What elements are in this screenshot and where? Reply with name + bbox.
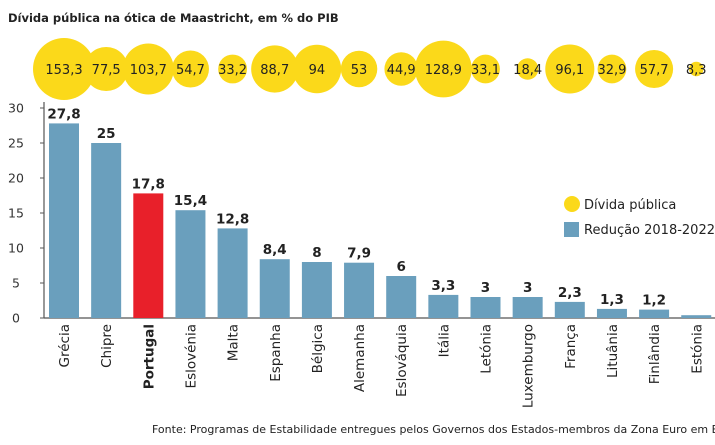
bar	[681, 315, 712, 318]
debt-bubble-label: 32,9	[597, 63, 626, 78]
chart-title: Dívida pública na ótica de Maastricht, e…	[8, 11, 339, 25]
x-tick-label: Estónia	[689, 324, 705, 374]
debt-bubble	[516, 58, 539, 80]
bar	[554, 301, 585, 318]
x-tick-label: Portugal	[141, 324, 157, 389]
debt-bubble-label: 57,7	[640, 63, 669, 78]
bar-value-label: 8	[312, 245, 321, 261]
bar	[512, 297, 543, 318]
bar	[386, 276, 417, 318]
x-tick-label: Eslováquia	[394, 324, 410, 397]
x-tick-label: Letónia	[479, 324, 495, 374]
debt-bubble	[251, 45, 299, 93]
debt-bubble	[84, 46, 129, 92]
legend-circle-marker	[564, 196, 580, 212]
debt-bubble	[635, 49, 674, 89]
bar-value-label: 1,2	[642, 293, 666, 309]
debt-bubble	[171, 50, 209, 88]
debt-bubble	[218, 54, 248, 84]
debt-bubble-label: 54,7	[176, 63, 205, 78]
legend-label-debt: Dívida pública	[584, 198, 676, 213]
source-note: Fonte: Programas de Estabilidade entregu…	[152, 423, 715, 436]
x-axis-labels: Grécia Chipre Portugal Eslovénia Malta Espanh…	[57, 324, 705, 408]
bar-value-label: 27,8	[47, 106, 80, 122]
y-tick-label: 0	[12, 311, 20, 326]
debt-bubble-label: 33,2	[218, 63, 247, 78]
x-tick-label: Eslovénia	[183, 324, 199, 388]
bar-value-label: 3	[481, 280, 490, 296]
debt-bubble	[340, 50, 378, 88]
debt-bubble	[292, 44, 342, 94]
bar	[259, 259, 290, 318]
bar	[470, 297, 501, 318]
bars-layer: 27,8 25 17,8 15,4 12,8 8,4 8 7,9 6 3,3 3 3 2,3 1,3 1,2	[47, 106, 712, 319]
y-tick-label: 10	[8, 241, 24, 256]
bar-value-label: 3,3	[431, 278, 455, 294]
debt-bubble	[597, 54, 627, 84]
bar	[596, 308, 627, 318]
debt-bubble-label: 153,3	[45, 63, 82, 78]
debt-bubble-label: 77,5	[92, 63, 121, 78]
x-tick-label: Itália	[436, 324, 452, 357]
y-tick-label: 25	[8, 136, 24, 151]
y-tick-label: 5	[12, 276, 20, 291]
x-tick-label: Lituânia	[605, 324, 621, 378]
bar	[175, 210, 206, 318]
y-tick-label: 20	[8, 171, 24, 186]
x-tick-label: Luxemburgo	[521, 324, 537, 408]
debt-bubble-label: 94	[309, 63, 326, 78]
debt-bubble-label: 128,9	[425, 63, 462, 78]
x-tick-label: Chipre	[99, 324, 115, 368]
bar	[217, 228, 248, 318]
x-tick-label: França	[563, 324, 579, 369]
bar	[91, 143, 122, 318]
bar-value-label: 1,3	[600, 292, 624, 308]
bar-value-label: 15,4	[174, 193, 207, 209]
debt-bubble	[545, 44, 595, 94]
debt-bubble	[414, 40, 472, 98]
debt-bubble	[33, 38, 95, 100]
bar-value-label: 3	[523, 280, 532, 296]
bar-value-label: 8,4	[263, 242, 287, 258]
x-tick-label: Bélgica	[310, 324, 326, 373]
bar	[428, 294, 459, 318]
debt-bubble-label: 44,9	[387, 63, 416, 78]
bar-value-label: 12,8	[216, 211, 249, 227]
bar-value-label: 25	[97, 126, 116, 142]
debt-bubble-label: 96,1	[555, 63, 584, 78]
debt-bubble-label: 53	[351, 63, 368, 78]
x-tick-label: Espanha	[268, 324, 284, 382]
x-tick-label: Alemanha	[352, 324, 368, 392]
legend-square-marker	[564, 222, 579, 237]
debt-bubble	[471, 54, 500, 84]
bar	[301, 262, 332, 318]
bar	[133, 193, 164, 318]
bar	[639, 309, 670, 318]
debt-bubble	[384, 52, 418, 86]
x-tick-label: Grécia	[57, 324, 73, 367]
debt-bubble-label: 103,7	[130, 63, 167, 78]
bubbles-layer: 153,3 77,5 103,7 54,7 33,2 88,7 94 53 44,9 128,9 3…	[33, 38, 707, 100]
y-tick-label: 30	[8, 101, 24, 116]
debt-bubble-label: 18,4	[513, 63, 542, 78]
y-tick-label: 15	[8, 206, 24, 221]
debt-bubble-label: 33,1	[471, 63, 500, 78]
debt-bubble	[122, 43, 174, 95]
debt-bubble-label: 88,7	[260, 63, 289, 78]
bar	[344, 262, 375, 318]
debt-bubble-label: 8,3	[686, 63, 707, 78]
x-tick-label: Malta	[226, 324, 242, 361]
bar-value-label: 7,9	[347, 246, 371, 262]
legend-label-reduction: Redução 2018-2022	[584, 223, 715, 238]
legend: Dívida pública Redução 2018-2022	[564, 196, 715, 238]
x-tick-label: Finlândia	[647, 324, 663, 384]
bar-value-label: 17,8	[132, 176, 165, 192]
bar-value-label: 2,3	[558, 285, 582, 301]
debt-bubble	[689, 61, 704, 77]
bar	[49, 123, 79, 319]
bar-value-label: 6	[396, 259, 405, 275]
